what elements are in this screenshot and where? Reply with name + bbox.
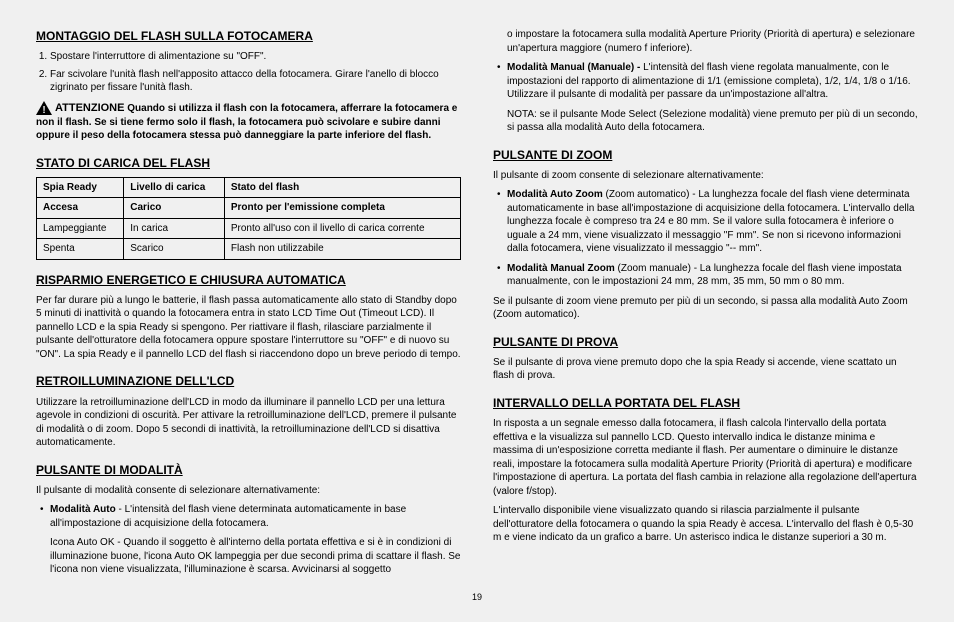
heading-charge: STATO DI CARICA DEL FLASH xyxy=(36,155,461,171)
manual-list: Modalità Manual (Manuale) - L'intensità … xyxy=(493,61,918,135)
heading-zoom: PULSANTE DI ZOOM xyxy=(493,147,918,163)
mode-intro: Il pulsante di modalità consente di sele… xyxy=(36,484,461,498)
zoom-auto-label: Modalità Auto Zoom xyxy=(507,189,603,200)
charge-table: Spia Ready Livello di carica Stato del f… xyxy=(36,177,461,260)
mode-list: Modalità Auto - L'intensità del flash vi… xyxy=(36,503,461,577)
zoom-intro: Il pulsante di zoom consente di selezion… xyxy=(493,169,918,183)
zoom-list: Modalità Auto Zoom (Zoom automatico) - L… xyxy=(493,188,918,289)
heading-mount: MONTAGGIO DEL FLASH SULLA FOTOCAMERA xyxy=(36,28,461,44)
heading-test: PULSANTE DI PROVA xyxy=(493,334,918,350)
th-level: Livello di carica xyxy=(124,177,225,198)
right-column: o impostare la fotocamera sulla modalità… xyxy=(493,28,918,583)
mode-auto-item: Modalità Auto - L'intensità del flash vi… xyxy=(36,503,461,577)
warning-box: ! ATTENZIONE Quando si utilizza il flash… xyxy=(36,101,461,143)
th-ready: Spia Ready xyxy=(37,177,124,198)
zoom-note: Se il pulsante di zoom viene premuto per… xyxy=(493,295,918,322)
heading-mode: PULSANTE DI MODALITÀ xyxy=(36,462,461,478)
page-content: MONTAGGIO DEL FLASH SULLA FOTOCAMERA Spo… xyxy=(36,28,918,583)
heading-backlight: RETROILLUMINAZIONE DELL'LCD xyxy=(36,373,461,389)
manual-item: Modalità Manual (Manuale) - L'intensità … xyxy=(493,61,918,135)
manual-label: Modalità Manual (Manuale) - xyxy=(507,62,640,73)
zoom-auto-item: Modalità Auto Zoom (Zoom automatico) - L… xyxy=(493,188,918,256)
svg-text:!: ! xyxy=(42,105,45,115)
table-row: Lampeggiante In carica Pronto all'uso co… xyxy=(37,218,461,239)
test-text: Se il pulsante di prova viene premuto do… xyxy=(493,356,918,383)
mount-step-1: Spostare l'interruttore di alimentazione… xyxy=(50,50,461,64)
warning-icon: ! xyxy=(36,101,52,115)
heading-save: RISPARMIO ENERGETICO E CHIUSURA AUTOMATI… xyxy=(36,272,461,288)
mode-auto-label: Modalità Auto xyxy=(50,504,116,515)
heading-range: INTERVALLO DELLA PORTATA DEL FLASH xyxy=(493,395,918,411)
manual-note: NOTA: se il pulsante Mode Select (Selezi… xyxy=(507,108,918,135)
left-column: MONTAGGIO DEL FLASH SULLA FOTOCAMERA Spo… xyxy=(36,28,461,583)
table-row: Spenta Scarico Flash non utilizzabile xyxy=(37,239,461,260)
range-p2: L'intervallo disponibile viene visualizz… xyxy=(493,504,918,545)
table-header-row: Spia Ready Livello di carica Stato del f… xyxy=(37,177,461,198)
mount-steps: Spostare l'interruttore di alimentazione… xyxy=(36,50,461,95)
zoom-manual-item: Modalità Manual Zoom (Zoom manuale) - La… xyxy=(493,262,918,289)
table-row: Accesa Carico Pronto per l'emissione com… xyxy=(37,198,461,219)
page-number: 19 xyxy=(36,591,918,603)
mount-step-2: Far scivolare l'unità flash nell'apposit… xyxy=(50,68,461,95)
mode-auto-sub: Icona Auto OK - Quando il soggetto è all… xyxy=(50,536,461,577)
warning-label: ATTENZIONE xyxy=(55,102,124,114)
backlight-text: Utilizzare la retroilluminazione dell'LC… xyxy=(36,396,461,450)
th-status: Stato del flash xyxy=(224,177,460,198)
cont-text: o impostare la fotocamera sulla modalità… xyxy=(493,28,918,55)
range-p1: In risposta a un segnale emesso dalla fo… xyxy=(493,417,918,498)
save-text: Per far durare più a lungo le batterie, … xyxy=(36,294,461,362)
zoom-manual-label: Modalità Manual Zoom xyxy=(507,263,615,274)
